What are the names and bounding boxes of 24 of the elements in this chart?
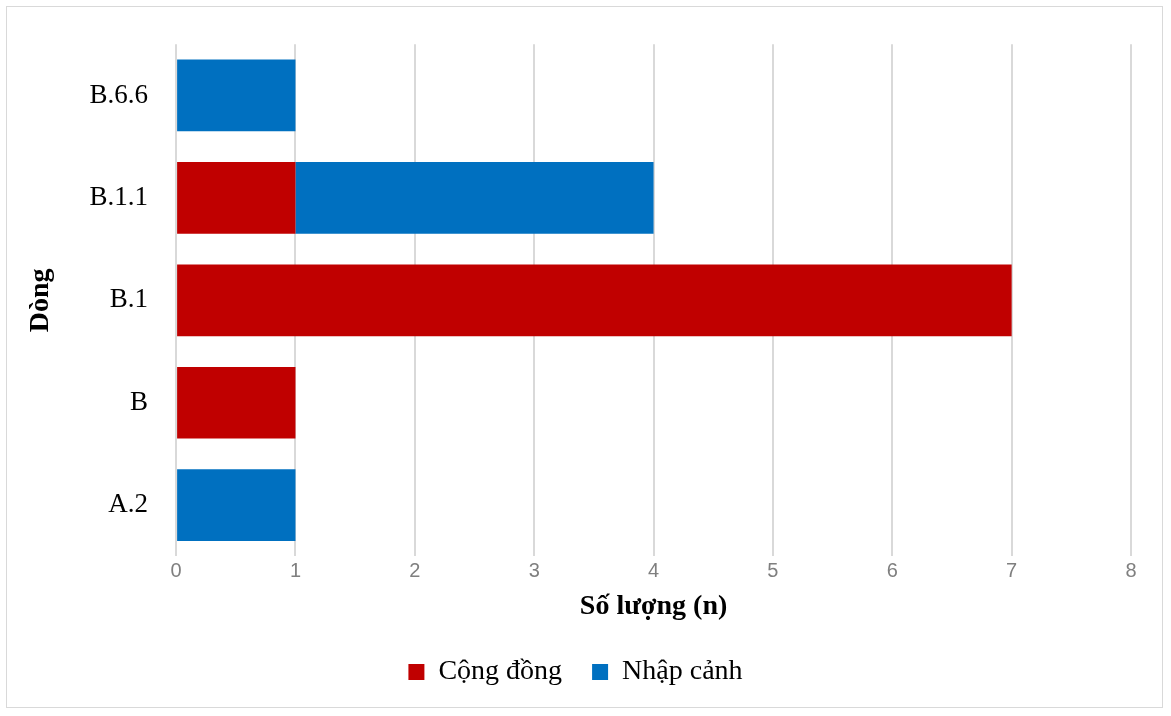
x-axis-title: Số lượng (n) [579, 589, 728, 621]
y-tick-label: B.1 [109, 283, 149, 314]
legend-label: Nhập cảnh [622, 654, 743, 686]
bar [295, 162, 654, 234]
y-tick-label: A.2 [108, 488, 149, 519]
y-axis-title: Dòng [23, 268, 55, 333]
bar [177, 469, 296, 542]
x-tick-label: 6 [886, 558, 898, 581]
bar [177, 264, 1012, 337]
y-tick-label: B.6.6 [89, 78, 149, 109]
x-tick-label: 7 [1006, 558, 1018, 581]
x-tick-label: 0 [170, 558, 182, 581]
bar [177, 59, 296, 132]
x-tick-label: 2 [409, 558, 421, 581]
y-tick-label: B.1.1 [89, 180, 149, 211]
x-tick-label: 5 [767, 558, 779, 581]
y-tick-label: B [130, 385, 149, 416]
bar [177, 366, 296, 439]
bar [177, 162, 296, 234]
x-tick-label: 8 [1125, 558, 1137, 581]
legend-label: Cộng đồng [438, 654, 563, 686]
x-tick-label: 4 [647, 558, 660, 581]
x-tick-label: 1 [289, 558, 302, 581]
x-tick-label: 3 [528, 558, 540, 581]
